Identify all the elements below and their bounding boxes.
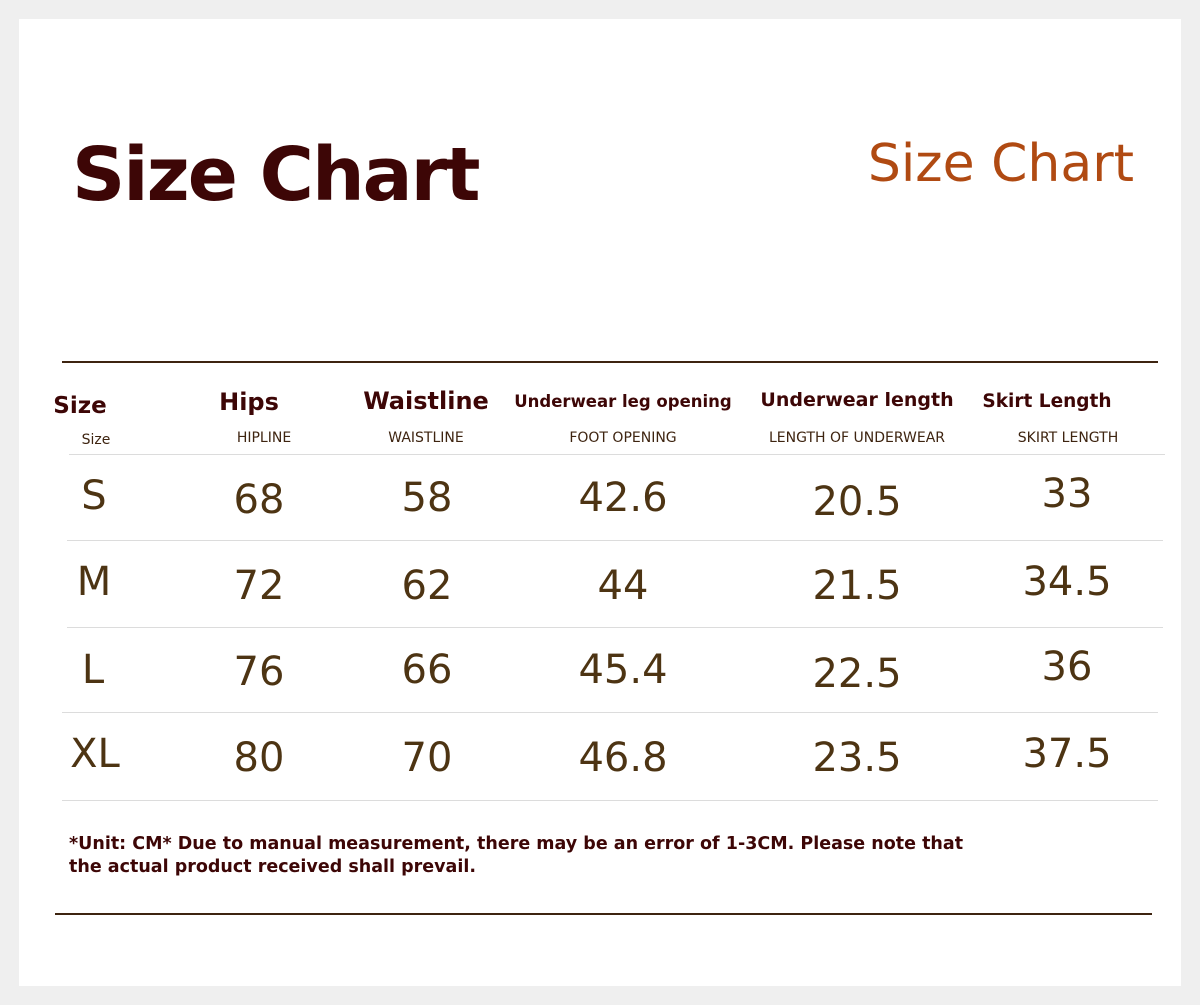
row-divider bbox=[62, 712, 1158, 713]
cell-hips: 72 bbox=[233, 563, 285, 609]
cell-size: XL bbox=[70, 731, 120, 777]
cell-underwear-length: 21.5 bbox=[812, 563, 902, 609]
header-hips: Hips bbox=[219, 388, 279, 416]
cell-size: L bbox=[81, 647, 105, 693]
cell-size: M bbox=[76, 559, 112, 605]
cell-hips: 80 bbox=[233, 735, 285, 781]
table-bottom-divider bbox=[62, 800, 1158, 801]
measurement-note: *Unit: CM* Due to manual measurement, th… bbox=[69, 833, 969, 879]
header-row-divider bbox=[69, 454, 1165, 455]
cell-skirt-length: 33 bbox=[1041, 471, 1093, 517]
cell-hips: 76 bbox=[233, 649, 285, 695]
bottom-divider bbox=[55, 913, 1152, 915]
cell-leg-opening: 42.6 bbox=[578, 475, 668, 521]
size-chart-card bbox=[19, 19, 1181, 986]
cell-waistline: 66 bbox=[401, 647, 453, 693]
cell-underwear-length: 23.5 bbox=[812, 735, 902, 781]
note-line-1: *Unit: CM* Due to manual measurement, th… bbox=[69, 834, 964, 854]
cell-skirt-length: 34.5 bbox=[1022, 559, 1112, 605]
subheader-skirt-length: SKIRT LENGTH bbox=[1017, 430, 1119, 446]
cell-underwear-length: 22.5 bbox=[812, 651, 902, 697]
subheader-leg-opening: FOOT OPENING bbox=[569, 430, 677, 446]
cell-skirt-length: 36 bbox=[1041, 644, 1093, 690]
subheader-waistline: WAISTLINE bbox=[388, 430, 464, 446]
header-skirt-length: Skirt Length bbox=[982, 391, 1112, 412]
cell-waistline: 70 bbox=[401, 735, 453, 781]
cell-size: S bbox=[81, 473, 107, 519]
subheader-underwear-length: LENGTH OF UNDERWEAR bbox=[768, 430, 946, 446]
header-underwear-length: Underwear length bbox=[760, 389, 954, 411]
row-divider bbox=[67, 627, 1163, 628]
cell-underwear-length: 20.5 bbox=[812, 479, 902, 525]
cell-skirt-length: 37.5 bbox=[1022, 731, 1112, 777]
main-title: Size Chart bbox=[72, 132, 480, 218]
header-waistline: Waistline bbox=[363, 387, 489, 415]
cell-leg-opening: 46.8 bbox=[578, 735, 668, 781]
note-line-2: the actual product received shall prevai… bbox=[69, 857, 476, 877]
cell-leg-opening: 44 bbox=[597, 563, 649, 609]
row-divider bbox=[67, 540, 1163, 541]
cell-leg-opening: 45.4 bbox=[578, 647, 668, 693]
subheader-hips: HIPLINE bbox=[236, 430, 292, 446]
cell-hips: 68 bbox=[233, 477, 285, 523]
header-leg-opening: Underwear leg opening bbox=[514, 392, 732, 411]
accent-title: Size Chart bbox=[867, 134, 1134, 194]
subheader-size: Size bbox=[81, 432, 111, 448]
header-size: Size bbox=[53, 393, 107, 419]
cell-waistline: 62 bbox=[401, 563, 453, 609]
cell-waistline: 58 bbox=[401, 475, 453, 521]
top-divider bbox=[62, 361, 1158, 363]
